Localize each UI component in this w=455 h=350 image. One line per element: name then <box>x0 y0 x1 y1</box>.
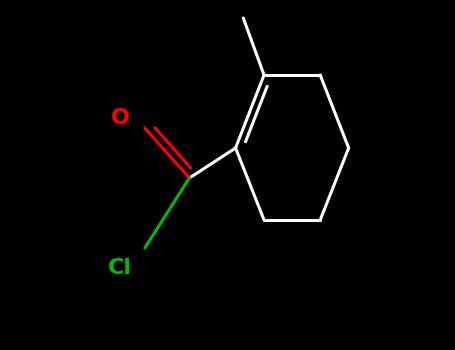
Text: Cl: Cl <box>108 258 132 278</box>
Text: O: O <box>111 108 130 128</box>
